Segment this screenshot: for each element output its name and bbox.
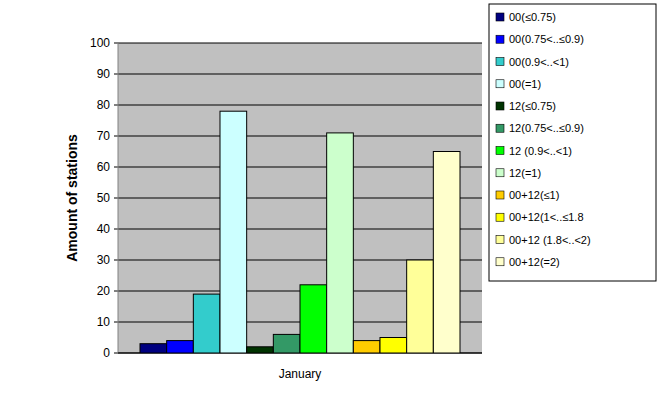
legend-swatch — [496, 58, 504, 66]
legend: 00(≤0.75) 00(0.75<..≤0.9) 00(0.9<..<1) 00(=… — [489, 4, 656, 281]
bar — [327, 133, 354, 353]
grid-line — [118, 74, 482, 75]
tick-label: 80 — [97, 98, 111, 112]
legend-swatch — [496, 213, 504, 221]
legend-label: 00+12 (1.8<..<2) — [509, 234, 591, 246]
tick-label: 30 — [97, 253, 111, 267]
grid-line — [118, 136, 482, 137]
legend-label: 12 (0.9<..<1) — [509, 145, 572, 157]
legend-swatch — [496, 147, 504, 155]
legend-label: 00+12(1<..≤1.8 — [509, 211, 584, 223]
legend-label: 00(≤0.75) — [509, 11, 556, 23]
tick-label: 40 — [97, 222, 111, 236]
legend-box — [489, 4, 656, 281]
y-axis-label: Amount of stations — [64, 134, 80, 262]
legend-swatch — [496, 13, 504, 21]
grid-line — [118, 198, 482, 199]
bar — [140, 344, 167, 353]
bar — [247, 347, 274, 353]
tick-mark — [114, 198, 118, 199]
legend-swatch — [496, 124, 504, 132]
legend-swatch — [496, 169, 504, 177]
bar — [353, 341, 380, 353]
tick-mark — [114, 167, 118, 168]
legend-swatch — [496, 191, 504, 199]
bars — [140, 111, 460, 353]
grid-line — [118, 229, 482, 230]
tick-mark — [114, 260, 118, 261]
legend-swatch — [496, 258, 504, 266]
tick-label: 90 — [97, 67, 111, 81]
chart-container: 0 10 20 30 40 50 60 70 80 90 100 January Amount of s… — [0, 0, 667, 415]
legend-label: 00(0.75<..≤0.9) — [509, 33, 584, 45]
tick-mark — [114, 136, 118, 137]
chart-svg: 0 10 20 30 40 50 60 70 80 90 100 January Amount of s… — [0, 0, 667, 415]
tick-mark — [114, 105, 118, 106]
grid-line — [118, 43, 482, 44]
tick-mark — [114, 291, 118, 292]
legend-swatch — [496, 35, 504, 43]
tick-label: 70 — [97, 129, 111, 143]
legend-label: 00+12(=2) — [509, 256, 560, 268]
tick-mark — [114, 43, 118, 44]
bar — [407, 260, 434, 353]
bar — [300, 285, 327, 353]
grid-line — [118, 167, 482, 168]
bar — [433, 152, 460, 354]
bar — [220, 111, 247, 353]
tick-label: 0 — [103, 346, 110, 360]
bar — [380, 338, 407, 354]
tick-mark — [114, 229, 118, 230]
bar — [167, 341, 194, 353]
plot-background — [118, 43, 482, 353]
tick-mark — [114, 322, 118, 323]
y-axis — [118, 43, 119, 353]
legend-label: 12(≤0.75) — [509, 100, 556, 112]
tick-mark — [114, 74, 118, 75]
legend-label: 12(=1) — [509, 167, 541, 179]
grid-line — [118, 105, 482, 106]
legend-swatch — [496, 80, 504, 88]
tick-label: 50 — [97, 191, 111, 205]
bar — [193, 294, 220, 353]
legend-label: 00+12(≤1) — [509, 189, 559, 201]
tick-label: 10 — [97, 315, 111, 329]
tick-label: 20 — [97, 284, 111, 298]
legend-swatch — [496, 102, 504, 110]
legend-label: 00(=1) — [509, 78, 541, 90]
tick-label: 60 — [97, 160, 111, 174]
tick-mark — [114, 353, 118, 354]
bar — [273, 334, 300, 353]
tick-label: 100 — [90, 36, 110, 50]
legend-label: 12(0.75<..≤0.9) — [509, 122, 584, 134]
legend-swatch — [496, 236, 504, 244]
legend-label: 00(0.9<..<1) — [509, 56, 569, 68]
category-label: January — [279, 367, 322, 381]
